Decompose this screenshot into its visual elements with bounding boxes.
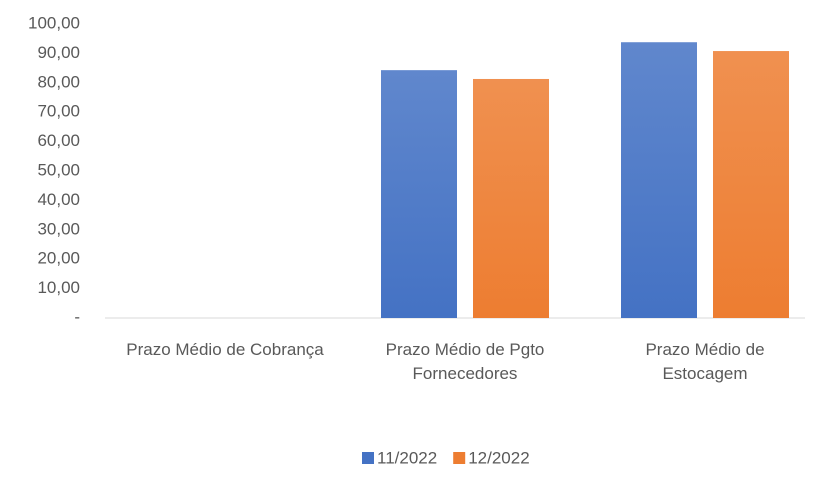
bar bbox=[473, 78, 549, 318]
y-tick-label: 40,00 bbox=[37, 190, 80, 209]
y-tick-label: 30,00 bbox=[37, 219, 80, 238]
y-tick-label: 70,00 bbox=[37, 102, 80, 121]
y-tick-label: 10,00 bbox=[37, 278, 80, 297]
y-tick-label: 20,00 bbox=[37, 249, 80, 268]
y-tick-label: - bbox=[74, 307, 80, 326]
bar bbox=[713, 51, 789, 318]
legend-swatch bbox=[453, 452, 466, 464]
y-tick-label: 90,00 bbox=[37, 43, 80, 62]
bar bbox=[381, 70, 457, 319]
x-tick-label: Prazo Médio de Cobrança bbox=[126, 340, 324, 359]
y-tick-label: 100,00 bbox=[28, 13, 80, 32]
x-tick-label: Prazo Médio de Pgto Fornecedores bbox=[385, 340, 545, 383]
y-tick-label: 80,00 bbox=[37, 72, 80, 91]
legend-label: 12/2022 bbox=[468, 448, 529, 467]
x-tick-label: Prazo Médio de Estocagem bbox=[645, 340, 765, 383]
legend-label: 11/2022 bbox=[377, 448, 437, 467]
bar bbox=[621, 42, 697, 319]
legend-swatch bbox=[362, 452, 374, 464]
y-tick-label: 50,00 bbox=[37, 160, 80, 179]
y-tick-label: 60,00 bbox=[37, 131, 80, 150]
